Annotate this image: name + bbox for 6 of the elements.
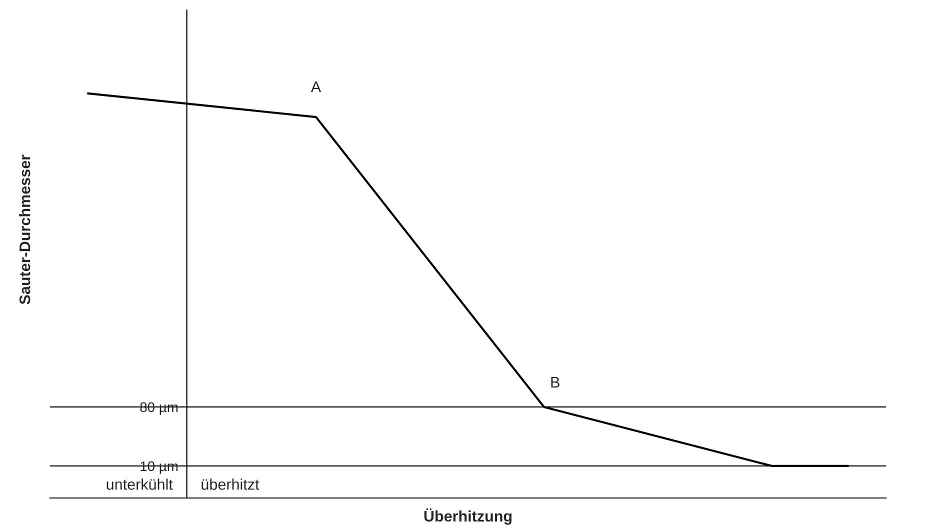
annotation: B	[551, 377, 560, 388]
annotation: A	[310, 82, 322, 92]
annotation: überhitzt	[202, 478, 260, 490]
x-axis-title: Überhitzung	[424, 508, 512, 525]
y-axis-title: Sauter-Durchmesser	[19, 154, 30, 304]
annotation: unterkühlt	[106, 478, 173, 490]
